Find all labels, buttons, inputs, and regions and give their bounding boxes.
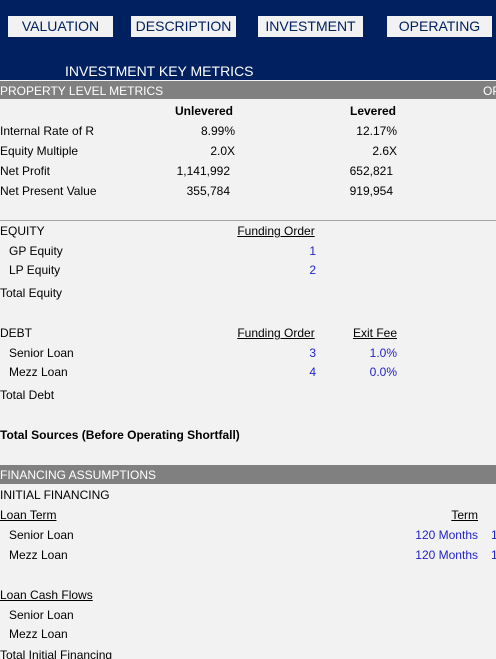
cell: 3	[309, 346, 316, 360]
row-label: Net Profit	[0, 164, 51, 178]
section-title: PROPERTY LEVEL METRICS	[0, 84, 164, 98]
row-label: GP Equity	[9, 244, 63, 258]
cell: 2.0X	[210, 144, 235, 158]
column-header: Unlevered	[174, 104, 234, 118]
row-label: Senior Loan	[9, 528, 74, 542]
section-band	[0, 465, 496, 484]
column-header: Levered	[349, 104, 397, 118]
column-header: Exit Fee	[352, 326, 397, 340]
group-label: Loan Term	[0, 508, 57, 522]
row-label: Equity Multiple	[0, 144, 79, 158]
cell: 120 Months	[415, 548, 478, 562]
row-label: LP Equity	[9, 263, 61, 277]
total-label: Total Debt	[0, 388, 55, 402]
divider	[0, 220, 496, 221]
section-label: EQUITY	[0, 224, 45, 238]
row-label: Net Present Value	[0, 184, 97, 198]
cell: 12.17%	[356, 124, 397, 138]
cell: 2	[309, 263, 316, 277]
section-label: DEBT	[0, 326, 33, 340]
section-title: FINANCING ASSUMPTIONS	[0, 468, 157, 482]
nav-tab[interactable]: OPERATING	[387, 16, 492, 37]
cell: 8.99%	[200, 124, 235, 138]
nav-tab[interactable]: INVESTMENT	[258, 16, 363, 37]
cell: 1,141,992	[176, 164, 230, 178]
cell: 1	[491, 528, 496, 542]
cell: 919,954	[349, 184, 393, 198]
row-label: Internal Rate of R	[0, 124, 95, 138]
cell: 1.0%	[369, 346, 397, 360]
cell: 4	[309, 365, 316, 379]
total-label: Total Sources (Before Operating Shortfal…	[0, 428, 240, 442]
cell: 2.6X	[372, 144, 397, 158]
row-label: Mezz Loan	[9, 548, 68, 562]
total-label: Total Initial Financing	[0, 648, 113, 659]
row-label: Senior Loan	[9, 346, 74, 360]
cell: 1	[491, 548, 496, 562]
cell: 355,784	[186, 184, 230, 198]
cell: 652,821	[349, 164, 393, 178]
row-label: Mezz Loan	[9, 627, 68, 641]
total-label: Total Equity	[0, 286, 63, 300]
section-band	[0, 81, 496, 99]
column-header: Funding Order	[237, 224, 315, 238]
header-band	[0, 0, 496, 80]
column-header: Funding Order	[237, 326, 315, 340]
cell: 0.0%	[369, 365, 397, 379]
section-title: OP	[483, 84, 496, 98]
row-label: Mezz Loan	[9, 365, 68, 379]
group-label: Loan Cash Flows	[0, 588, 93, 602]
nav-tab[interactable]: VALUATION	[8, 16, 113, 37]
cell: 1	[309, 244, 316, 258]
section-label: INITIAL FINANCING	[0, 488, 110, 502]
row-label: Senior Loan	[9, 608, 74, 622]
column-header: Term	[451, 508, 478, 522]
page-title: INVESTMENT KEY METRICS	[65, 63, 254, 79]
cell: 120 Months	[415, 528, 478, 542]
nav-tab[interactable]: DESCRIPTION	[131, 16, 236, 37]
